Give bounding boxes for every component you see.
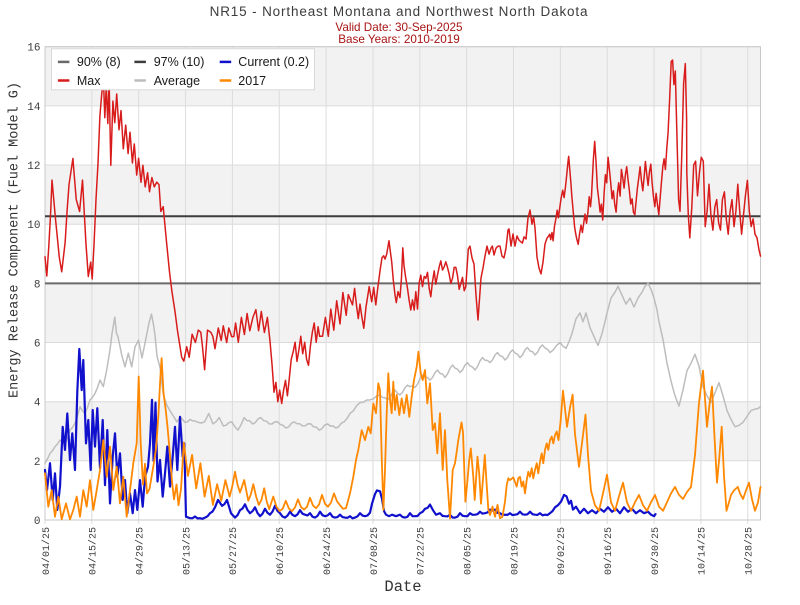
svg-text:Current (0.2): Current (0.2) bbox=[238, 55, 309, 69]
svg-text:09/02/25: 09/02/25 bbox=[556, 527, 568, 575]
svg-text:07/08/25: 07/08/25 bbox=[369, 527, 381, 575]
svg-text:16: 16 bbox=[27, 43, 40, 55]
svg-text:2: 2 bbox=[34, 457, 41, 469]
svg-text:09/30/25: 09/30/25 bbox=[650, 527, 662, 575]
svg-text:10/28/25: 10/28/25 bbox=[744, 527, 756, 575]
svg-text:04/29/25: 04/29/25 bbox=[135, 527, 147, 575]
svg-text:14: 14 bbox=[27, 102, 41, 114]
svg-text:6: 6 bbox=[34, 339, 41, 351]
svg-text:06/24/25: 06/24/25 bbox=[322, 527, 334, 575]
svg-text:Energy Release Component (Fuel: Energy Release Component (Fuel Model G) bbox=[8, 82, 23, 398]
svg-text:12: 12 bbox=[27, 161, 40, 173]
svg-text:07/22/25: 07/22/25 bbox=[416, 527, 428, 575]
svg-text:06/10/25: 06/10/25 bbox=[275, 527, 287, 575]
svg-text:09/16/25: 09/16/25 bbox=[603, 527, 615, 575]
svg-text:Valid Date: 30-Sep-2025: Valid Date: 30-Sep-2025 bbox=[335, 21, 463, 34]
svg-text:04/01/25: 04/01/25 bbox=[41, 527, 53, 575]
svg-text:2017: 2017 bbox=[238, 74, 266, 88]
svg-text:05/27/25: 05/27/25 bbox=[228, 527, 240, 575]
svg-text:08/05/25: 08/05/25 bbox=[463, 527, 475, 575]
svg-text:10: 10 bbox=[27, 220, 40, 232]
svg-text:10/14/25: 10/14/25 bbox=[697, 527, 709, 575]
svg-text:Date: Date bbox=[384, 578, 421, 596]
svg-text:97% (10): 97% (10) bbox=[154, 55, 205, 69]
svg-text:NR15 - Northeast Montana and N: NR15 - Northeast Montana and Northwest N… bbox=[210, 4, 589, 19]
svg-text:04/15/25: 04/15/25 bbox=[88, 527, 100, 575]
svg-text:08/19/25: 08/19/25 bbox=[509, 527, 521, 575]
svg-text:05/13/25: 05/13/25 bbox=[181, 527, 193, 575]
svg-text:4: 4 bbox=[34, 398, 41, 410]
svg-text:Max: Max bbox=[77, 74, 101, 88]
svg-text:90% (8): 90% (8) bbox=[77, 55, 121, 69]
svg-text:0: 0 bbox=[34, 516, 41, 528]
svg-text:Base Years: 2010-2019: Base Years: 2010-2019 bbox=[338, 33, 460, 46]
svg-text:Average: Average bbox=[154, 74, 200, 88]
svg-text:8: 8 bbox=[34, 279, 41, 291]
